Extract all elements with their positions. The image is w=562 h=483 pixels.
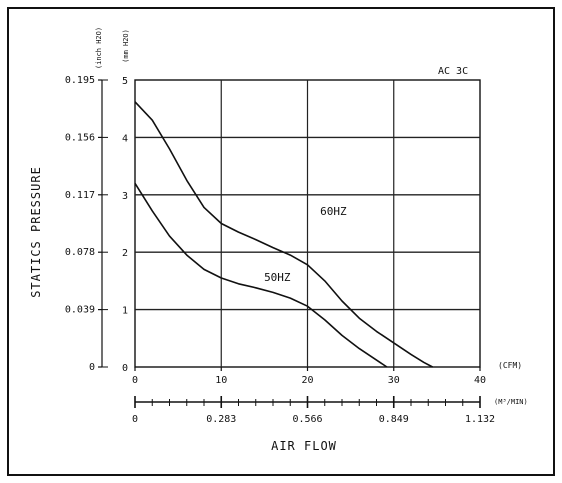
y-mm-tick-label: 0: [122, 363, 128, 374]
y-inch-tick-label: 0.039: [65, 305, 95, 316]
y-inch-tick-label: 0.117: [65, 190, 95, 201]
y-inch-tick-label: 0: [89, 362, 95, 373]
y-unit-inch-label: (inch H2O): [95, 27, 103, 69]
x-m3-tick-label: 0.566: [292, 414, 322, 425]
y-mm-tick-label: 1: [122, 306, 128, 317]
y-inch-tick-label: 0.156: [65, 132, 95, 143]
y-mm-tick-label: 5: [122, 76, 128, 87]
x-axis-label: AIR FLOW: [271, 439, 337, 453]
x-m3-tick-label: 1.132: [465, 414, 495, 425]
y-mm-tick-label: 3: [122, 191, 128, 202]
performance-curves: 60HZ 50HZ: [134, 101, 433, 368]
x-unit-m3-label: (M³/MIN): [494, 398, 528, 406]
y-axis-label: STATICS PRESSURE: [29, 166, 43, 298]
series-label-50hz: 50HZ: [264, 271, 291, 284]
x-cfm-tick-label: 10: [215, 375, 227, 386]
x-m3-tick-label: 0.283: [206, 414, 236, 425]
y-inch-tick-label: 0.195: [65, 75, 95, 86]
chart-frame: [7, 7, 555, 476]
series-label-60hz: 60HZ: [320, 205, 347, 218]
x-cfm-tick-label: 0: [132, 375, 138, 386]
x-unit-cfm-label: (CFM): [498, 361, 522, 370]
y-inch-tick-label: 0.078: [65, 247, 95, 258]
curve-50hz: [134, 182, 388, 368]
y-mm-tick-label: 4: [122, 133, 128, 144]
axes: [98, 79, 481, 408]
curve-60hz: [134, 101, 433, 368]
x-m3-tick-label: 0: [132, 414, 138, 425]
x-m3-tick-label: 0.849: [379, 414, 409, 425]
x-cfm-tick-label: 20: [301, 375, 313, 386]
tick-labels: 0 0.039 0.078 0.117 0.156 0.195 0 1 2 3 4 5 0 10 20 30 4…: [65, 75, 495, 425]
annotation-label: AC 3C: [438, 66, 468, 77]
y-mm-tick-label: 2: [122, 248, 128, 259]
y-unit-mm-label: (mm H2O): [122, 29, 130, 63]
x-cfm-tick-label: 30: [388, 375, 400, 386]
x-cfm-tick-label: 40: [474, 375, 486, 386]
